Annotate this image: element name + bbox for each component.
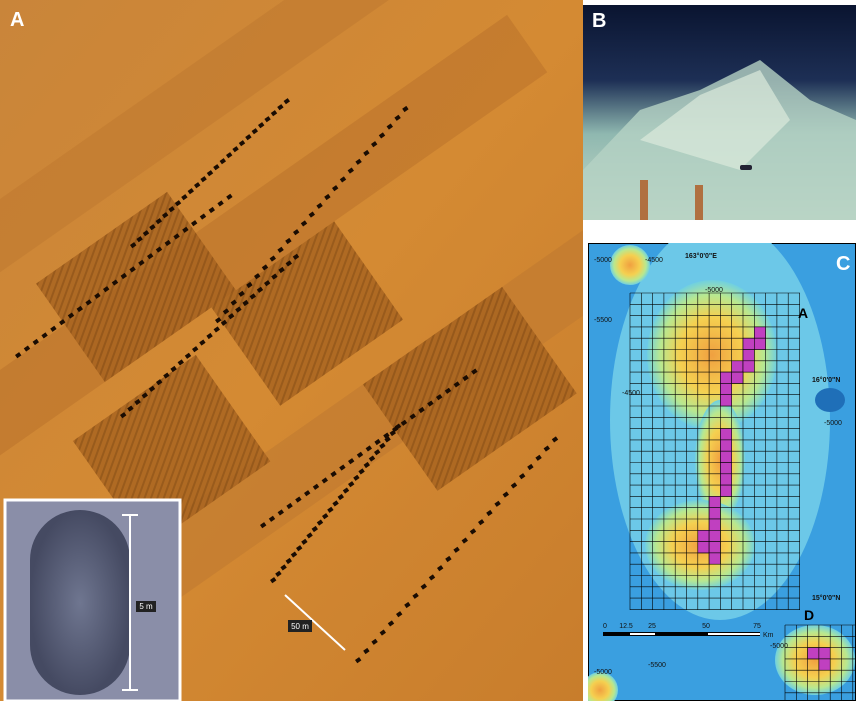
rect [740, 165, 752, 170]
inset-scale: 5 m [139, 602, 153, 611]
latitude-label: 16°0'0"N [812, 376, 840, 384]
cell [743, 338, 754, 349]
rect [640, 180, 648, 220]
cell [720, 372, 731, 383]
cell [720, 395, 731, 406]
cell [743, 350, 754, 361]
panel-label: B [592, 10, 606, 32]
ellipse [775, 625, 855, 695]
contour-label: -5000 [594, 669, 612, 676]
longitude-label: 163°0'0"E [685, 252, 717, 260]
contour-label: -5500 [594, 317, 612, 324]
rect [30, 510, 130, 695]
cell [819, 659, 830, 670]
cell [698, 542, 709, 553]
cell [720, 440, 731, 451]
cell [709, 519, 720, 530]
panel-label: C [836, 253, 850, 275]
scale-label: 50 m [291, 622, 309, 631]
ellipse [610, 245, 650, 285]
contour-label: -5000 [594, 257, 612, 264]
area-label: A [798, 305, 808, 321]
contour-label: -5000 [705, 287, 723, 294]
cell [698, 530, 709, 541]
contour-label: -4500 [645, 257, 663, 264]
cell [709, 496, 720, 507]
cell [709, 553, 720, 564]
latitude-label: 15°0'0"N [812, 594, 840, 602]
scale-tick: 12.5 [619, 623, 633, 630]
ellipse [815, 388, 845, 412]
area-label: D [804, 607, 814, 623]
cell [720, 474, 731, 485]
cell [709, 542, 720, 553]
panel-label: A [10, 9, 24, 31]
body: 5 m 50 m A B 0 12.5 25 50 75Km -5000 -4500 -50… [0, 0, 856, 701]
cell [754, 327, 765, 338]
cell [808, 648, 819, 659]
scale-tick: 75 [753, 623, 761, 630]
cell [709, 530, 720, 541]
cell [743, 361, 754, 372]
cell [720, 463, 731, 474]
scale-unit: Km [763, 632, 774, 639]
cell [720, 485, 731, 496]
cell [732, 372, 743, 383]
panel-b: B [583, 5, 856, 220]
cell [720, 451, 731, 462]
scale-tick: 25 [648, 623, 656, 630]
contour-label: -5000 [770, 643, 788, 650]
cell [720, 383, 731, 394]
cell [732, 361, 743, 372]
page: {"panels": { "a": {"label": "A", "inset_… [0, 0, 856, 701]
contour-label: -5500 [648, 662, 666, 669]
cell [709, 508, 720, 519]
cell [754, 338, 765, 349]
cell [720, 429, 731, 440]
cell [819, 648, 830, 659]
scale-tick: 50 [702, 623, 710, 630]
figure: 5 m 50 m A B 0 12.5 25 50 75Km -5000 -4500 -50… [0, 0, 856, 701]
contour-label: -4500 [622, 390, 640, 397]
rect [695, 185, 703, 220]
scale-tick: 0 [603, 623, 607, 630]
contour-label: -5000 [824, 420, 842, 427]
